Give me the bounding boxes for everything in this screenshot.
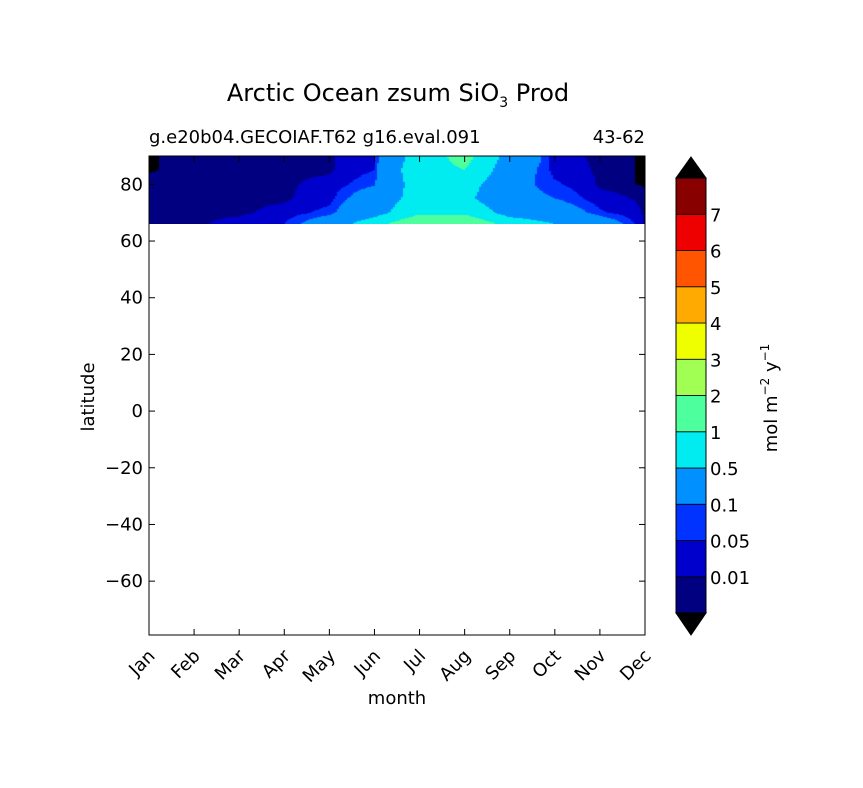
x-tick-label: Apr: [258, 645, 295, 682]
x-tick-label: Jan: [124, 646, 159, 681]
y-tick-label: 20: [120, 344, 143, 365]
colorbar-band: [675, 358, 707, 396]
y-tick-label: 0: [132, 401, 143, 422]
x-tick-label: Aug: [435, 646, 475, 686]
x-tick-label: Jun: [350, 646, 385, 681]
colorbar-band: [675, 213, 707, 251]
x-tick-label: May: [299, 645, 340, 686]
x-tick-label: Oct: [528, 646, 565, 683]
colorbar-tick-label: 0.01: [710, 568, 750, 589]
x-axis-label: month: [368, 688, 426, 709]
chart-subtitle-left: g.e20b04.GECOIAF.T62 g16.eval.091: [149, 127, 481, 148]
y-tick-label: −60: [105, 571, 143, 592]
colorbar-band: [675, 322, 707, 360]
colorbar-label: mol m−2 y−1: [758, 344, 782, 453]
colorbar-tick-label: 1: [710, 423, 721, 444]
y-axis-label: latitude: [78, 362, 99, 431]
colorbar-tick-label: 0.5: [710, 459, 739, 480]
y-tick-label: −40: [105, 514, 143, 535]
y-tick-label: 60: [120, 231, 143, 252]
colorbar-band: [675, 576, 707, 614]
colorbar-band: [675, 503, 707, 541]
colorbar-tick-label: 2: [710, 387, 721, 408]
x-tick-label: Jul: [399, 646, 430, 677]
y-axis: 80 60 40 20 0 −20 −40 −60: [105, 174, 645, 592]
x-tick-label: Feb: [167, 646, 204, 683]
colorbar-tick-label: 0.1: [710, 495, 739, 516]
x-tick-label: Dec: [616, 646, 655, 685]
contour-field: [149, 156, 645, 224]
plot-area: Jan Feb Mar Apr May Jun Jul Aug Sep Oct Nov Dec 80 6…: [105, 155, 656, 687]
plot-frame: [148, 155, 646, 636]
y-tick-label: 80: [120, 174, 143, 195]
chart-title: Arctic Ocean zsum SiO3 Prod: [227, 79, 569, 111]
colorbar-frame: [675, 177, 707, 614]
x-tick-label: Sep: [481, 646, 520, 685]
chart-subtitle-right: 43-62: [593, 127, 645, 148]
colorbar: 0.01 0.05 0.1 0.5 1 2 3 4 5 6 7: [675, 156, 750, 636]
colorbar-tick-label: 0.05: [710, 532, 750, 553]
colorbar-extend-min: [675, 612, 707, 636]
colorbar-tick-label: 4: [710, 314, 721, 335]
colorbar-band: [675, 431, 707, 469]
x-tick-label: Nov: [571, 645, 611, 685]
colorbar-band: [675, 250, 707, 288]
x-tick-label: Mar: [211, 645, 250, 684]
colorbar-band: [675, 540, 707, 578]
colorbar-band: [675, 177, 707, 215]
colorbar-band: [675, 286, 707, 324]
plot-background: [149, 156, 645, 635]
colorbar-band: [675, 395, 707, 433]
colorbar-tick-label: 5: [710, 278, 721, 299]
colorbar-tick-label: 6: [710, 242, 721, 263]
colorbar-tick-label: 3: [710, 350, 721, 371]
colorbar-extend-max: [675, 156, 707, 179]
y-tick-label: 40: [120, 288, 143, 309]
y-tick-label: −20: [105, 458, 143, 479]
colorbar-tick-label: 7: [710, 205, 721, 226]
colorbar-band: [675, 467, 707, 505]
